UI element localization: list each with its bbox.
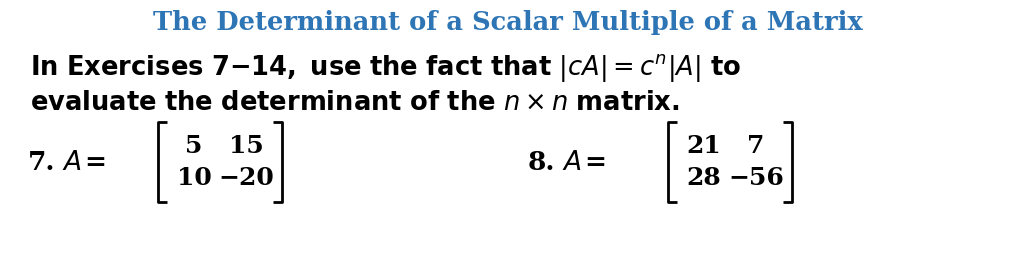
Text: $\mathbf{In\ Exercises\ 7{-}14,\ use\ the\ fact\ that}$$\ |cA| = c^n|A|\ $$\math: $\mathbf{In\ Exercises\ 7{-}14,\ use\ th… — [30, 52, 742, 84]
Text: 8.: 8. — [528, 150, 556, 174]
Text: 28: 28 — [687, 166, 721, 190]
Text: 7: 7 — [748, 134, 765, 158]
Text: $A$: $A$ — [62, 150, 81, 174]
Text: −56: −56 — [728, 166, 784, 190]
Text: =: = — [84, 150, 106, 174]
Text: $\mathbf{evaluate\ the\ determinant\ of\ the}$$\ n \times n\ $$\mathbf{matrix.}$: $\mathbf{evaluate\ the\ determinant\ of\… — [30, 90, 680, 115]
Text: 15: 15 — [229, 134, 263, 158]
Text: 21: 21 — [687, 134, 721, 158]
Text: −20: −20 — [218, 166, 274, 190]
Text: 5: 5 — [185, 134, 202, 158]
Text: $A$: $A$ — [562, 150, 581, 174]
Text: 10: 10 — [177, 166, 211, 190]
Text: The Determinant of a Scalar Multiple of a Matrix: The Determinant of a Scalar Multiple of … — [153, 10, 863, 35]
Text: =: = — [584, 150, 606, 174]
Text: 7.: 7. — [28, 150, 56, 174]
